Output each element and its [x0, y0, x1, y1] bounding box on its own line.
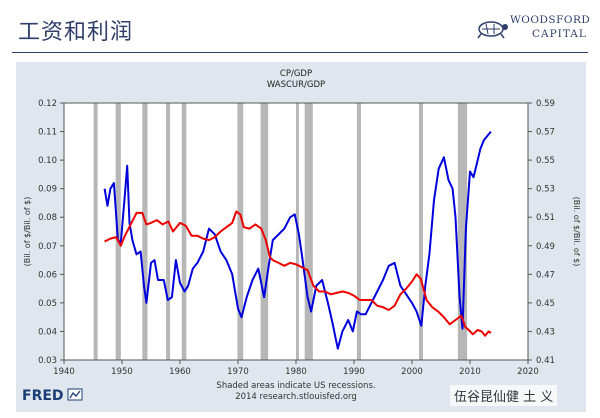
title-divider [12, 52, 588, 53]
y-tick-label-left: 0.06 [38, 270, 57, 280]
chart-title-line-1: CP/GDP [280, 69, 312, 79]
footer-note: Shaded areas indicate US recessions. [216, 381, 375, 391]
chart-title-line-2: WASCUR/GDP [267, 80, 325, 90]
y-tick-label-right: 0.55 [536, 156, 555, 166]
y-tick-label-left: 0.08 [38, 213, 57, 223]
fred-chart: CP/GDP WASCUR/GDP (Bil. of $/Bil. of $) … [22, 69, 581, 404]
fred-chart-icon [67, 388, 83, 401]
recession-band [181, 103, 187, 360]
y-tick-label-right: 0.51 [536, 213, 555, 223]
fred-icon-line [69, 390, 81, 399]
recession-band [260, 103, 269, 360]
logo-line-2: CAPITAL [532, 28, 587, 40]
tick-marks [60, 102, 532, 364]
y-tick-label-right: 0.53 [536, 185, 555, 195]
y-axis-label-left: (Bil. of $/Bil. of $) [23, 197, 32, 267]
series-lines [103, 130, 492, 350]
recession-band [142, 103, 148, 360]
recession-band [237, 103, 244, 360]
series-line-cp-gdp [103, 130, 492, 350]
x-tick-labels: 1940 1950 1960 1970 1980 1990 2000 2010 2020 [53, 367, 539, 377]
y-tick-label-left: 0.05 [38, 299, 57, 309]
y-tick-label-left: 0.07 [38, 242, 57, 252]
x-tick-label: 1980 [285, 367, 307, 377]
y-tick-label-right: 0.45 [536, 299, 555, 309]
recession-band [304, 103, 313, 360]
fred-brand: FRED [22, 388, 64, 404]
y-tick-label-right: 0.49 [536, 242, 555, 252]
plot-border [63, 102, 529, 361]
logo-line-1: WOODSFORD [510, 14, 591, 26]
turtle-icon [477, 21, 508, 39]
y-tick-label-left: 0.10 [38, 156, 57, 166]
y-tick-label-right: 0.47 [536, 270, 555, 280]
y-tick-label-right: 0.43 [536, 327, 555, 337]
recession-band [356, 103, 361, 360]
y-axis-label-right: (Bil. of $/Bil. of $) [572, 197, 581, 267]
footer-source: 2014 research.stlouisfed.org [235, 392, 357, 402]
slide-title: 工资和利润 [18, 20, 134, 45]
x-tick-label: 2020 [517, 367, 539, 377]
y-tick-labels-left: 0.03 0.04 0.05 0.06 0.07 0.08 0.09 0.10 0.11 0.12 [38, 99, 57, 366]
y-tick-label-right: 0.41 [536, 356, 555, 366]
company-logo: WOODSFORD CAPITAL [474, 14, 592, 44]
x-tick-label: 1960 [169, 367, 191, 377]
y-tick-label-right: 0.57 [536, 128, 555, 138]
y-tick-label-left: 0.11 [38, 128, 57, 138]
y-tick-label-left: 0.04 [38, 327, 57, 337]
chart-panel: CP/GDP WASCUR/GDP (Bil. of $/Bil. of $) … [16, 62, 586, 412]
recession-band [457, 103, 468, 360]
y-tick-labels-right: 0.41 0.43 0.45 0.47 0.49 0.51 0.53 0.55 0.57 0.59 [536, 99, 555, 366]
y-tick-label-left: 0.12 [38, 99, 57, 109]
y-tick-label-left: 0.09 [38, 185, 57, 195]
series-line-wascur-gdp [104, 210, 492, 337]
x-tick-label: 1990 [343, 367, 365, 377]
y-tick-label-right: 0.59 [536, 99, 555, 109]
x-tick-label: 1970 [227, 367, 249, 377]
x-tick-label: 1950 [111, 367, 133, 377]
recession-band [166, 103, 171, 360]
recession-band [93, 103, 98, 360]
x-tick-label: 2000 [401, 367, 423, 377]
wechat-watermark: 伍谷昆仙健 土 义 [450, 385, 558, 406]
y-tick-label-left: 0.03 [38, 356, 57, 366]
x-tick-label: 1940 [53, 367, 75, 377]
x-tick-label: 2010 [459, 367, 481, 377]
recession-band [418, 103, 424, 360]
